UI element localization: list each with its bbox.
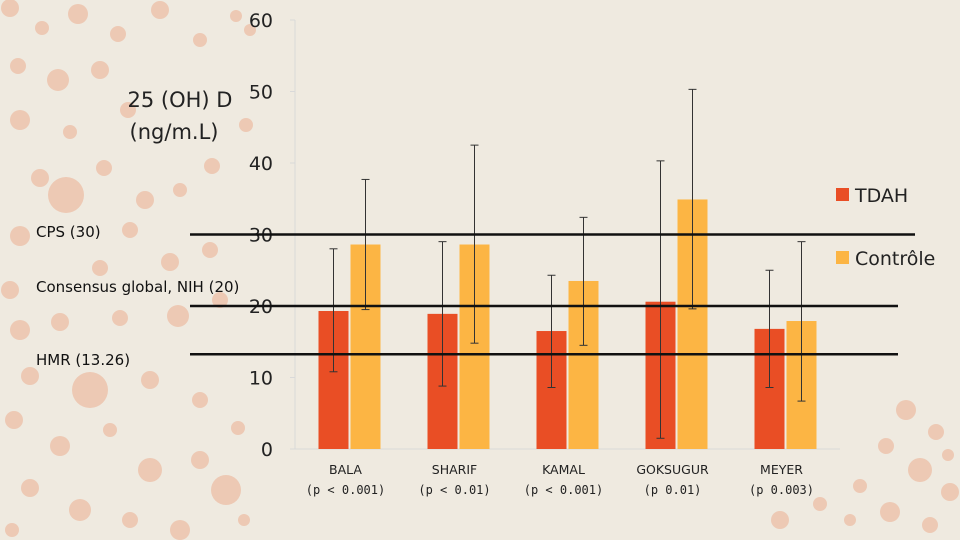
background-dot-46 (239, 118, 253, 132)
background-dot-13 (31, 169, 49, 187)
background-dot-29 (212, 292, 228, 308)
ref-label-nih: Consensus global, NIH (20) (36, 278, 239, 296)
background-dot-31 (72, 372, 108, 408)
legend-label-controle: Contrôle (855, 248, 935, 270)
background-dot-12 (63, 125, 77, 139)
background-dot-56 (922, 517, 938, 533)
reference-line-layer (190, 233, 915, 356)
background-dot-19 (10, 226, 30, 246)
background-dot-7 (10, 58, 26, 74)
background-dot-59 (813, 497, 827, 511)
background-dot-38 (191, 451, 209, 469)
background-dot-55 (880, 502, 900, 522)
background-dot-4 (151, 1, 169, 19)
y-tick-label-5: 50 (249, 82, 273, 104)
category-label-1: SHARIF (432, 462, 477, 477)
y-tick-label-0: 0 (261, 439, 273, 461)
background-dot-36 (103, 423, 117, 437)
background-dot-15 (96, 160, 112, 176)
background-dot-39 (211, 475, 241, 505)
legend-swatch-tdah (836, 188, 849, 201)
background-dot-54 (853, 479, 867, 493)
y-tick-label-4: 40 (249, 153, 273, 175)
background-dot-33 (192, 392, 208, 408)
background-dot-32 (141, 371, 159, 389)
category-pvalue-2: (p < 0.001) (524, 483, 603, 497)
background-dot-49 (896, 400, 916, 420)
background-dot-3 (110, 26, 126, 42)
background-dot-18 (204, 158, 220, 174)
background-dot-14 (48, 177, 84, 213)
legend: TDAH Contrôle (836, 185, 935, 270)
background-dot-20 (122, 222, 138, 238)
background-dot-60 (942, 449, 954, 461)
background-dot-23 (1, 281, 19, 299)
background-dot-27 (112, 310, 128, 326)
background-dot-17 (173, 183, 187, 197)
background-dot-1 (35, 21, 49, 35)
background-dot-45 (244, 24, 256, 36)
background-dot-26 (51, 313, 69, 331)
category-label-0: BALA (329, 462, 362, 477)
background-dot-11 (10, 110, 30, 130)
category-label-4: MEYER (760, 462, 803, 477)
background-dot-58 (771, 511, 789, 529)
background-dot-16 (136, 191, 154, 209)
background-dot-48 (238, 514, 250, 526)
bar-layer (318, 199, 817, 449)
background-dot-9 (91, 61, 109, 79)
background-dot-24 (92, 260, 108, 276)
background-dot-44 (5, 523, 19, 537)
background-dot-2 (68, 4, 88, 24)
background-dot-40 (21, 479, 39, 497)
background-dot-34 (5, 411, 23, 429)
y-tick-label-1: 10 (249, 368, 273, 390)
error-bar-layer (329, 88, 806, 439)
legend-label-tdah: TDAH (854, 185, 908, 207)
background-dot-37 (138, 458, 162, 482)
background-dot-42 (122, 512, 138, 528)
y-axis-label-line-1: 25 (OH) D (128, 88, 233, 112)
legend-swatch-controle (836, 251, 849, 264)
category-pvalue-0: (p < 0.001) (306, 483, 385, 497)
background-dot-0 (1, 0, 19, 17)
category-label-2: KAMAL (542, 462, 585, 477)
background-dot-50 (928, 424, 944, 440)
ref-label-cps: CPS (30) (36, 223, 101, 241)
category-pvalue-3: (p 0.01) (644, 483, 702, 497)
category-label-3: GOKSUGUR (636, 462, 709, 477)
ref-label-hmr: HMR (13.26) (36, 351, 130, 369)
label-layer: 25 (OH) D (ng/m.L) CPS (30) Consensus gl… (36, 88, 814, 497)
background-dot-41 (69, 499, 91, 521)
background-dot-43 (170, 520, 190, 540)
y-tick-label-6: 60 (249, 10, 273, 32)
background-dot-57 (844, 514, 856, 526)
background-dot-52 (908, 458, 932, 482)
background-dot-53 (941, 483, 959, 501)
background-dot-10 (120, 102, 136, 118)
background-dot-6 (230, 10, 242, 22)
background-dot-21 (161, 253, 179, 271)
background-dot-51 (878, 438, 894, 454)
background-dot-22 (202, 242, 218, 258)
background-dot-25 (10, 320, 30, 340)
background-dot-28 (167, 305, 189, 327)
background-dot-47 (231, 421, 245, 435)
background-dot-30 (21, 367, 39, 385)
background-dot-5 (193, 33, 207, 47)
background-dot-35 (50, 436, 70, 456)
y-axis-label-line-2: (ng/m.L) (130, 120, 219, 144)
category-pvalue-4: (p 0.003) (749, 483, 814, 497)
background-dot-8 (47, 69, 69, 91)
category-pvalue-1: (p < 0.01) (418, 483, 490, 497)
